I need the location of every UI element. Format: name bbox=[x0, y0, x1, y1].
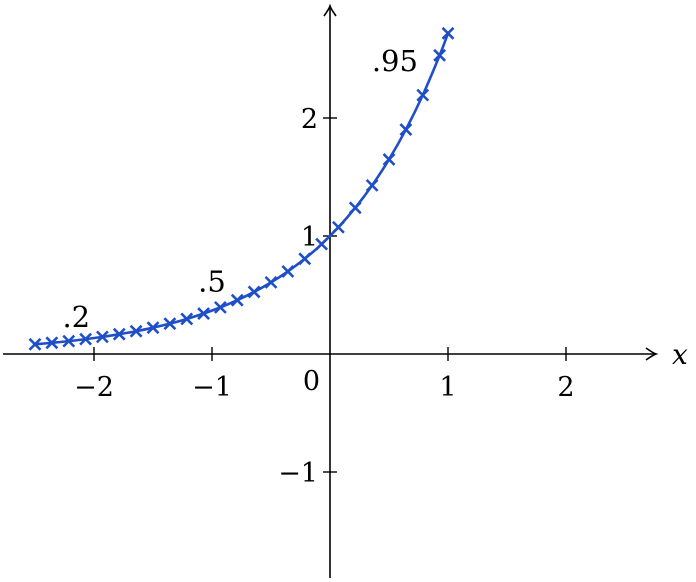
data-point-marker bbox=[129, 324, 143, 338]
data-point-marker bbox=[213, 300, 227, 314]
x-tick-label: −1 bbox=[192, 372, 232, 403]
y-tick-label: 1 bbox=[301, 222, 318, 253]
data-point-marker bbox=[281, 264, 295, 278]
x-tick-label: 1 bbox=[439, 372, 456, 403]
data-point-marker bbox=[331, 220, 345, 234]
point-annotation: .2 bbox=[62, 300, 90, 334]
data-point-marker bbox=[112, 327, 126, 341]
y-tick-label: 2 bbox=[301, 104, 318, 135]
data-point-marker bbox=[264, 275, 278, 289]
x-tick-label: −2 bbox=[74, 372, 114, 403]
data-point-marker bbox=[230, 293, 244, 307]
data-point-marker bbox=[62, 334, 76, 348]
data-point-marker bbox=[298, 252, 312, 266]
data-point-marker bbox=[95, 330, 109, 344]
data-point-marker bbox=[79, 332, 93, 346]
axes bbox=[3, 3, 659, 578]
ticks: −2 −1 1 2 −1 1 2 0 bbox=[74, 104, 575, 489]
y-tick-label: −1 bbox=[278, 458, 318, 489]
data-point-marker bbox=[315, 237, 329, 251]
data-point-marker bbox=[28, 337, 42, 351]
data-point-marker bbox=[197, 307, 211, 320]
data-point-marker bbox=[45, 336, 59, 350]
data-point-marker bbox=[382, 152, 396, 166]
data-point-marker bbox=[416, 88, 430, 102]
data-point-marker bbox=[433, 48, 447, 62]
y-axis-arrow bbox=[323, 3, 337, 17]
origin-label: 0 bbox=[303, 366, 320, 397]
data-point-marker bbox=[348, 201, 362, 215]
data-point-marker bbox=[180, 312, 194, 326]
x-axis-arrow bbox=[645, 347, 659, 361]
data-point-marker bbox=[399, 123, 413, 136]
data-point-marker bbox=[441, 26, 455, 40]
x-tick-label: 2 bbox=[557, 372, 574, 403]
labels: x .2 .5 .95 bbox=[62, 44, 688, 371]
point-annotation: .95 bbox=[372, 44, 418, 78]
data-point-marker bbox=[163, 317, 177, 331]
data-point-marker bbox=[365, 178, 379, 192]
x-axis-label: x bbox=[672, 338, 688, 371]
point-annotation: .5 bbox=[198, 264, 226, 298]
series bbox=[28, 26, 455, 351]
data-point-marker bbox=[247, 285, 261, 299]
data-point-marker bbox=[146, 321, 160, 335]
